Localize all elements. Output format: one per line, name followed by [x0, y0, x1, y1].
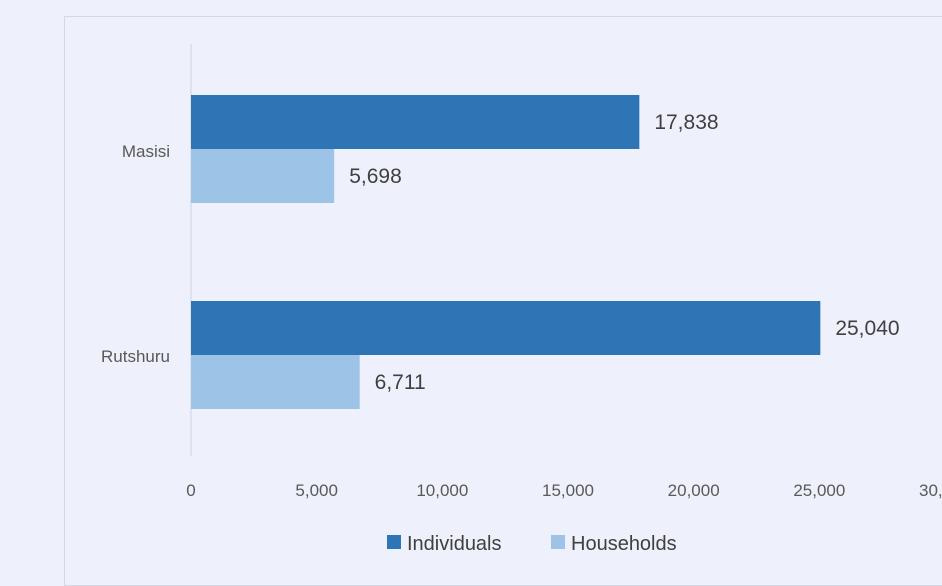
x-tick-label: 10,000	[416, 481, 468, 500]
bar-households-rutshuru	[191, 355, 360, 409]
category-label-masisi: Masisi	[122, 142, 170, 161]
legend-swatch-individuals	[387, 535, 401, 549]
data-label-individuals-masisi: 17,838	[654, 111, 718, 134]
x-tick-label: 0	[186, 481, 195, 500]
x-tick-label: 20,000	[668, 481, 720, 500]
x-tick-label: 15,000	[542, 481, 594, 500]
chart: 17,838 25,040 5,698 6,711 Masisi Rutshuru 0 5,0…	[0, 0, 942, 570]
category-label-rutshuru: Rutshuru	[101, 347, 170, 366]
bar-households-masisi	[191, 149, 334, 203]
x-tick-label: 5,000	[295, 481, 338, 500]
legend-label-households: Households	[571, 533, 677, 555]
data-label-households-masisi: 5,698	[349, 165, 402, 188]
bar-individuals-masisi	[191, 95, 639, 149]
legend-swatch-households	[551, 535, 565, 549]
data-label-individuals-rutshuru: 25,040	[835, 317, 899, 340]
bar-individuals-rutshuru	[191, 301, 820, 355]
x-tick-label: 30,000	[919, 481, 942, 500]
legend-label-individuals: Individuals	[407, 533, 502, 555]
x-tick-label: 25,000	[793, 481, 845, 500]
data-label-households-rutshuru: 6,711	[375, 371, 426, 394]
